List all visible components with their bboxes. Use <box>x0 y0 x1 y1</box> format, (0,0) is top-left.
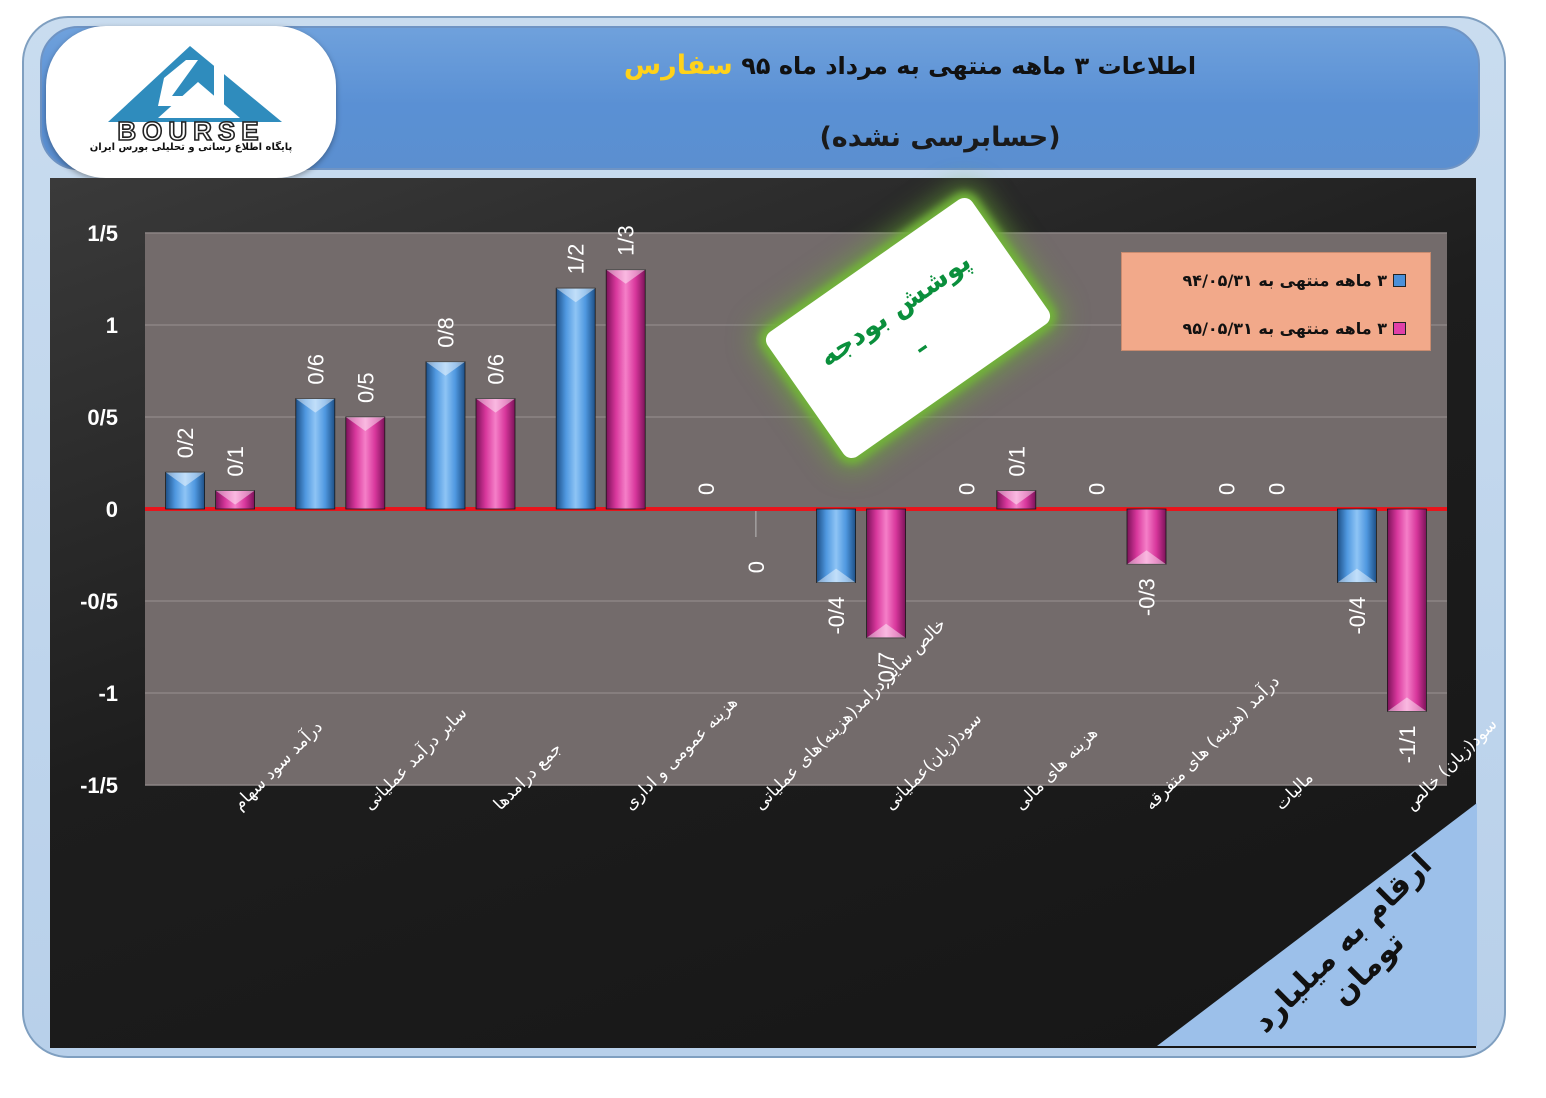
bar-body <box>215 490 256 510</box>
bar-cap <box>295 398 335 413</box>
bar <box>1387 508 1427 712</box>
bar-cap <box>996 490 1036 505</box>
data-label: 0/5 <box>353 372 378 403</box>
data-label: -0/4 <box>824 597 849 635</box>
data-label: 0/6 <box>303 354 328 385</box>
bar-cap <box>165 472 205 487</box>
bar-cap <box>215 490 255 505</box>
bar-body <box>816 508 856 583</box>
bar <box>345 416 386 510</box>
y-tick-label: 0 <box>106 497 118 522</box>
data-label: 0 <box>1215 483 1240 495</box>
bar-cap <box>556 288 596 303</box>
bar <box>996 490 1037 510</box>
bar-body <box>996 490 1037 510</box>
bar-cap <box>426 361 465 376</box>
bar-cap <box>476 398 515 413</box>
data-label: 0/1 <box>223 446 248 477</box>
data-label: 0/2 <box>173 428 198 459</box>
bar <box>165 471 206 510</box>
y-axis-ticks: 1/5 1 0/5 0 -0/5 -1 -1/5 <box>80 221 118 798</box>
legend-item-series-2: ۳ ماهه منتهی به ۹۵/۰۵/۳۱ <box>1183 319 1406 338</box>
chart-legend: ۳ ماهه منتهی به ۹۴/۰۵/۳۱ ۳ ماهه منتهی به… <box>1121 252 1431 351</box>
y-tick-label: 1/5 <box>87 221 118 246</box>
bar-body <box>165 471 206 510</box>
logo-wordmark: BOURSE <box>117 116 264 146</box>
data-label: 1/3 <box>614 225 639 256</box>
title-main: اطلاعات ۳ ماهه منتهی به مرداد ماه ۹۵ <box>741 52 1197 80</box>
y-tick-label: -1 <box>98 681 118 706</box>
bars <box>165 269 1427 712</box>
bar <box>215 490 256 510</box>
bar-chart: 1/5 1 0/5 0 -0/5 -1 -1/5 0/2 0/1 0/6 0/5 0/8 0/6 1/2… <box>80 221 1447 798</box>
data-label: 0 <box>744 561 769 573</box>
legend-label-series-1: ۳ ماهه منتهی به ۹۴/۰۵/۳۱ <box>1182 271 1387 290</box>
bar-body <box>1387 508 1427 712</box>
bar <box>425 361 466 510</box>
data-label: 0 <box>1265 483 1290 495</box>
legend-label-series-2: ۳ ماهه منتهی به ۹۵/۰۵/۳۱ <box>1182 319 1387 338</box>
data-label: 0/6 <box>484 354 509 385</box>
bar <box>866 508 906 639</box>
bar <box>295 398 336 510</box>
bar <box>555 287 596 510</box>
page-title: اطلاعات ۳ ماهه منتهی به مرداد ماه ۹۵ سفا… <box>360 50 1460 81</box>
bar-body <box>555 287 596 510</box>
bar-cap <box>1387 697 1427 712</box>
data-labels: 0/2 0/1 0/6 0/5 0/8 0/6 1/2 1/3 0 0 -0/4 -0/7 0 0/1 0 -… <box>173 225 1420 763</box>
bar <box>1126 508 1167 565</box>
y-tick-label: 1 <box>106 313 118 338</box>
bar-body <box>866 508 906 639</box>
logo-tagline: پایگاه اطلاع رسانی و تحلیلی بورس ایران <box>89 142 293 153</box>
bar <box>605 269 646 510</box>
logo-triangle <box>108 46 282 122</box>
data-label: -1/1 <box>1395 725 1420 763</box>
y-tick-label: -1/5 <box>80 773 118 798</box>
data-label: -0/7 <box>874 652 899 690</box>
data-label: 0 <box>1085 483 1110 495</box>
logo: BOURSE پایگاه اطلاع رسانی و تحلیلی بورس … <box>46 26 336 178</box>
bar-cap <box>606 269 646 284</box>
bar-cap <box>866 623 906 638</box>
bar <box>1337 508 1377 583</box>
bar-body <box>295 398 336 510</box>
data-label: -0/4 <box>1345 597 1370 635</box>
data-label: 0/8 <box>434 317 459 348</box>
bar-body <box>475 398 516 510</box>
data-label: 0 <box>954 483 979 495</box>
data-label: 0 <box>694 483 719 495</box>
data-label: -0/3 <box>1135 578 1160 616</box>
legend-item-series-1: ۳ ماهه منتهی به ۹۴/۰۵/۳۱ <box>1183 271 1406 290</box>
title-company: سفارس <box>623 50 733 81</box>
bar-cap <box>1337 568 1377 583</box>
bar-cap <box>816 568 856 583</box>
data-label: 0/1 <box>1004 446 1029 477</box>
bar-body <box>345 416 386 510</box>
legend-swatch-blue <box>1393 274 1406 287</box>
bar-body <box>1337 508 1377 583</box>
logo-digits-mark <box>158 60 224 118</box>
y-tick-label: -0/5 <box>80 589 118 614</box>
bar-body <box>605 269 646 510</box>
bar-cap <box>345 417 385 431</box>
page-subtitle: (حسابرسی نشده) <box>819 122 1061 153</box>
y-tick-label: 0/5 <box>87 405 118 430</box>
bar <box>475 398 516 510</box>
bar-cap <box>1127 550 1166 565</box>
logo-graphic: BOURSE <box>108 46 282 147</box>
bar-body <box>425 361 466 510</box>
bar <box>816 508 856 583</box>
data-label: 1/2 <box>564 244 589 275</box>
bar-body <box>1126 508 1167 565</box>
legend-swatch-pink <box>1393 322 1406 335</box>
